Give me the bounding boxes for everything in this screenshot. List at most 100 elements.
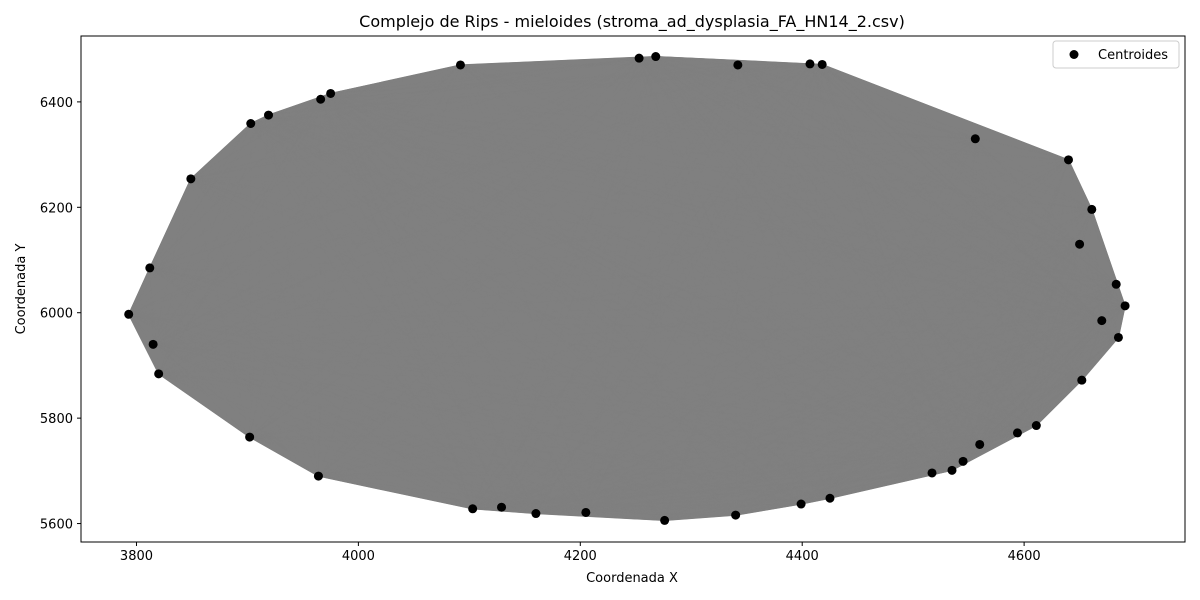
rips-edge (809, 63, 831, 499)
rips-edge (330, 93, 1092, 210)
rips-edge (585, 283, 1117, 513)
rips-edge (737, 64, 1037, 426)
rips-edge (149, 267, 933, 474)
rips-edge (585, 64, 823, 513)
rips-edge (974, 138, 1126, 307)
rips-edge (320, 99, 474, 509)
rips-edge (975, 138, 1080, 245)
rips-edge (735, 64, 823, 516)
rips-edge (158, 373, 250, 438)
y-tick-label: 5600 (40, 518, 73, 533)
y-tick-label: 6400 (40, 96, 73, 111)
rips-edge (158, 373, 1082, 381)
rips-edge (800, 209, 1093, 505)
legend-marker (1069, 50, 1079, 59)
centroid-point (154, 369, 164, 379)
rips-edge (149, 178, 192, 269)
rips-edge (149, 267, 250, 438)
rips-edge (460, 64, 587, 513)
rips-edge (821, 64, 1092, 210)
rips-edge (664, 425, 1037, 521)
rips-edge (962, 138, 976, 462)
rips-edge (501, 503, 802, 508)
rips-edge (249, 283, 1117, 438)
rips-edge (501, 58, 640, 508)
rips-edge (979, 283, 1117, 445)
rips-edge (809, 63, 981, 445)
rips-edge (1079, 243, 1126, 307)
rips-edge (501, 56, 657, 508)
centroid-point (1075, 239, 1085, 249)
rips-edge (737, 64, 1083, 381)
centroid-point (497, 502, 507, 512)
rips-edge (158, 64, 739, 375)
rips-edge (249, 209, 1092, 438)
rips-edge (330, 93, 1082, 381)
centroid-point (148, 339, 158, 349)
rips-edge (1068, 159, 1103, 321)
rips-edge (472, 57, 640, 509)
centroid-points (124, 52, 1130, 525)
rips-edge (250, 123, 933, 474)
rips-edge (585, 64, 739, 513)
rips-edge (821, 64, 933, 474)
rips-edge (318, 475, 473, 510)
rips-edge (962, 159, 1069, 462)
rips-edge (249, 64, 739, 438)
rips-edge (152, 344, 160, 374)
rips-edge (268, 114, 1080, 245)
rips-edge (158, 93, 331, 375)
rips-edge (800, 63, 811, 505)
centroid-point (1063, 155, 1073, 165)
rips-edge (268, 115, 319, 477)
rips-edge (268, 114, 474, 509)
rips-edge (585, 503, 802, 513)
rips-edge (535, 159, 1069, 514)
rips-edge (800, 320, 1102, 505)
rips-edge (128, 305, 1126, 315)
x-tick-label: 3800 (120, 549, 153, 564)
rips-edge (535, 320, 1102, 514)
rips-edge (320, 64, 461, 100)
rips-edge (737, 64, 1092, 210)
rips-edge (962, 379, 1083, 462)
rips-edge (249, 123, 252, 438)
rips-edge (128, 123, 252, 315)
rips-edge (128, 313, 953, 471)
rips-edge (158, 138, 976, 375)
rips-edge (821, 64, 1083, 381)
rips-edge (501, 64, 823, 508)
rips-edges (128, 56, 1126, 521)
rips-edge (149, 267, 154, 345)
centroid-point (731, 510, 741, 520)
rips-edge (268, 114, 1082, 381)
rips-edge (735, 320, 1102, 516)
rips-edge (979, 209, 1093, 445)
rips-edge (128, 314, 160, 375)
rips-edge (320, 98, 1126, 307)
rips-edge (829, 320, 1103, 499)
rips-edge (250, 123, 474, 509)
rips-edge (460, 64, 474, 509)
rips-edge (655, 56, 1126, 307)
rips-edge (1017, 337, 1119, 434)
rips-edge (158, 114, 269, 375)
rips-edge (535, 58, 640, 514)
centroid-point (313, 471, 323, 481)
rips-edge (585, 497, 830, 513)
rips-edge (501, 159, 1069, 508)
rips-edge (737, 64, 976, 140)
centroid-point (1087, 204, 1097, 214)
rips-edge (501, 506, 536, 514)
rips-edge (501, 337, 1119, 508)
rips-edge (149, 267, 1037, 426)
rips-edge (585, 460, 964, 513)
rips-edge (472, 64, 739, 509)
rips-edge (501, 432, 1018, 508)
rips-edge (655, 56, 1117, 285)
rips-edge (821, 64, 1080, 245)
rips-edge (737, 64, 1018, 434)
rips-edge (638, 57, 953, 471)
centroid-point (947, 465, 957, 475)
rips-edge (1091, 209, 1103, 321)
